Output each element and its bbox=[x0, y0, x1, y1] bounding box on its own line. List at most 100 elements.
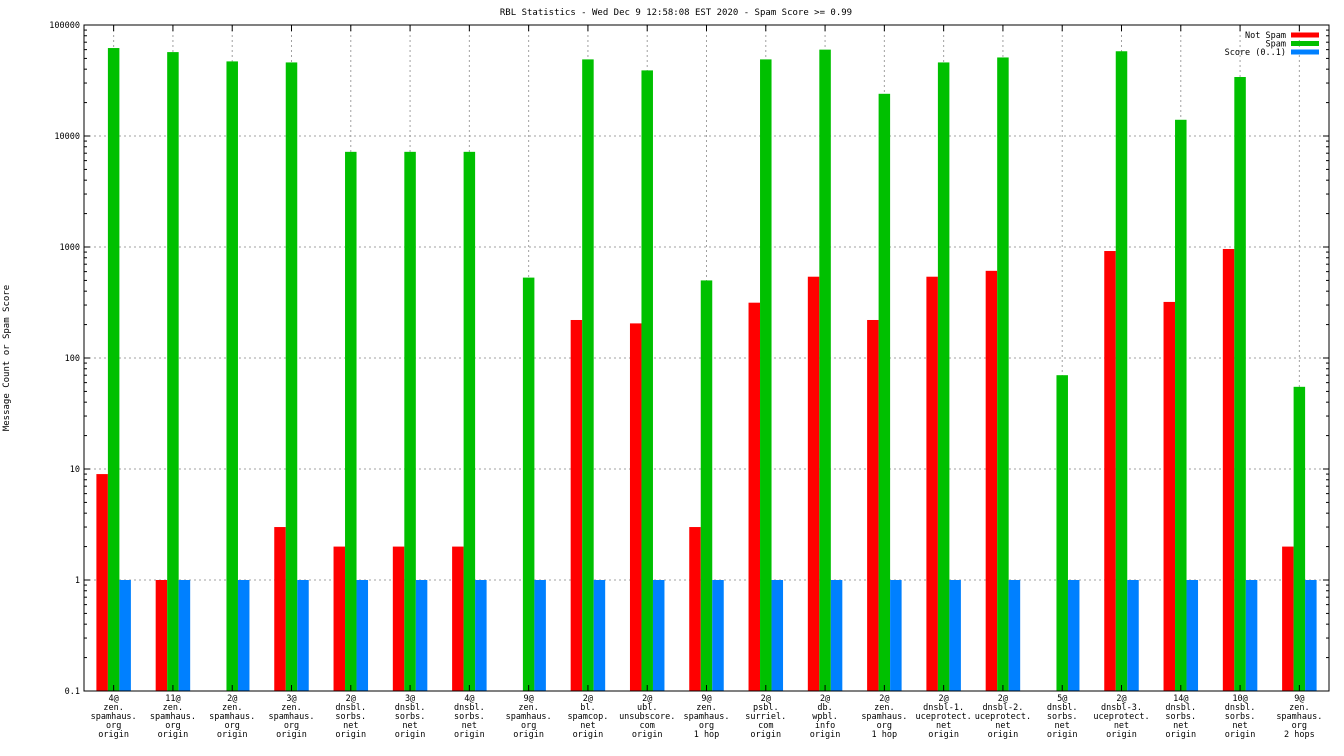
bar-not-spam bbox=[333, 546, 346, 691]
plot-border bbox=[83, 24, 1330, 692]
bar-spam bbox=[1293, 386, 1306, 691]
bar-score-0-1 bbox=[534, 580, 546, 691]
bar-not-spam bbox=[1282, 546, 1294, 691]
bars bbox=[96, 48, 1317, 692]
bar-spam bbox=[937, 62, 950, 691]
bar-not-spam bbox=[155, 580, 168, 691]
bar-score-0-1 bbox=[178, 580, 191, 691]
bar-spam bbox=[1056, 375, 1068, 691]
bar-score-0-1 bbox=[237, 580, 250, 691]
x-tick-label: 2@ db. wpbl. info origin bbox=[810, 694, 841, 740]
bar-spam bbox=[107, 48, 120, 692]
bar-not-spam bbox=[1222, 248, 1235, 691]
x-tick-label: 2@ ubl. unsubscore. com origin bbox=[619, 694, 675, 740]
y-tick-label: 1000 bbox=[60, 243, 80, 253]
bar-not-spam bbox=[570, 319, 583, 691]
bar-not-spam bbox=[1163, 301, 1176, 691]
bar-score-0-1 bbox=[1186, 580, 1199, 691]
bar-not-spam bbox=[867, 319, 879, 691]
bar-score-0-1 bbox=[712, 580, 724, 691]
x-tick-label: 4@ dnsbl. sorbs. net origin bbox=[454, 694, 485, 740]
bar-score-0-1 bbox=[1245, 580, 1258, 691]
legend-label: Spam bbox=[1266, 40, 1286, 50]
bar-spam bbox=[522, 277, 535, 691]
bar-spam bbox=[760, 59, 772, 691]
bar-score-0-1 bbox=[771, 580, 784, 691]
chart-title: RBL Statistics - Wed Dec 9 12:58:08 EST … bbox=[500, 8, 852, 18]
bar-score-0-1 bbox=[1067, 580, 1080, 691]
bar-score-0-1 bbox=[1008, 580, 1021, 691]
bar-spam bbox=[285, 62, 298, 691]
x-tick-label: 9@ zen. spamhaus. org 1 hop bbox=[683, 694, 729, 740]
x-tick-label: 2@ zen. spamhaus. org 1 hop bbox=[861, 694, 907, 740]
bar-score-0-1 bbox=[475, 580, 487, 691]
bar-not-spam bbox=[926, 276, 938, 691]
x-tick-label: 9@ zen. spamhaus. org 2 hops bbox=[1276, 694, 1322, 740]
bar-score-0-1 bbox=[297, 580, 309, 691]
bar-not-spam bbox=[1104, 251, 1116, 692]
y-tick-label: 10000 bbox=[54, 132, 80, 142]
bar-score-0-1 bbox=[356, 580, 369, 691]
x-tick-label: 2@ dnsbl-3. uceprotect. net origin bbox=[1093, 694, 1149, 740]
bar-spam bbox=[997, 57, 1009, 691]
y-tick-label: 100000 bbox=[49, 21, 80, 31]
bar-not-spam bbox=[96, 474, 108, 691]
bar-spam bbox=[641, 70, 653, 691]
bar-score-0-1 bbox=[415, 580, 428, 691]
legend-label: Not Spam bbox=[1245, 31, 1286, 41]
x-tick-label: 11@ zen. spamhaus. org origin bbox=[150, 694, 196, 740]
bar-spam bbox=[404, 151, 416, 692]
y-tick-label: 10 bbox=[70, 465, 80, 475]
y-tick-label: 100 bbox=[65, 354, 80, 364]
bar-score-0-1 bbox=[119, 580, 131, 691]
y-tick-label: 0.1 bbox=[65, 687, 80, 697]
bar-score-0-1 bbox=[593, 580, 606, 691]
bar-spam bbox=[1115, 51, 1128, 691]
x-tick-label: 2@ psbl. surriel. com origin bbox=[745, 694, 786, 740]
y-tick-labels: 0.1 1 10 100 1000 10000 100000 bbox=[49, 21, 80, 697]
bar-not-spam bbox=[629, 323, 642, 691]
x-tick-label: 4@ zen. spamhaus. org origin bbox=[91, 694, 137, 740]
bar-not-spam bbox=[748, 302, 761, 691]
bar-spam bbox=[345, 151, 357, 692]
axes bbox=[83, 24, 1330, 692]
bar-spam bbox=[226, 61, 238, 691]
y-tick-label: 1 bbox=[75, 576, 80, 586]
bar-not-spam bbox=[985, 270, 998, 691]
bar-score-0-1 bbox=[1127, 580, 1139, 691]
bar-not-spam bbox=[689, 527, 701, 691]
legend-swatch bbox=[1291, 49, 1319, 55]
x-tick-label: 14@ dnsbl. sorbs. net origin bbox=[1165, 694, 1196, 740]
y-axis-label: Message Count or Spam Score bbox=[2, 285, 12, 431]
bar-spam bbox=[167, 52, 179, 691]
bar-spam bbox=[700, 280, 713, 691]
bar-not-spam bbox=[807, 276, 820, 691]
bar-score-0-1 bbox=[949, 580, 961, 691]
x-tick-label: 10@ dnsbl. sorbs. net origin bbox=[1225, 694, 1256, 740]
x-tick-label: 2@ dnsbl. sorbs. net origin bbox=[335, 694, 366, 740]
legend-swatch bbox=[1291, 41, 1319, 46]
legend-swatch bbox=[1291, 32, 1319, 38]
x-tick-label: 2@ dnsbl-1. uceprotect. net origin bbox=[915, 694, 971, 740]
x-tick-label: 2@ dnsbl-2. uceprotect. net origin bbox=[975, 694, 1031, 740]
bar-score-0-1 bbox=[890, 580, 902, 691]
bar-not-spam bbox=[274, 527, 286, 691]
x-tick-labels: 4@ zen. spamhaus. org origin 11@ zen. spamhaus.… bbox=[91, 694, 1323, 740]
bar-score-0-1 bbox=[1305, 580, 1317, 691]
legend-label: Score (0..1) bbox=[1225, 48, 1286, 58]
x-tick-label: 3@ dnsbl. sorbs. net origin bbox=[395, 694, 426, 740]
x-tick-label: 9@ zen. spamhaus. org origin bbox=[506, 694, 552, 740]
bar-spam bbox=[1175, 119, 1187, 691]
bar-not-spam bbox=[452, 546, 464, 691]
bar-score-0-1 bbox=[652, 580, 665, 691]
x-tick-label: 2@ zen. spamhaus. org origin bbox=[209, 694, 255, 740]
bar-score-0-1 bbox=[830, 580, 843, 691]
bar-not-spam bbox=[392, 546, 405, 691]
bar-spam bbox=[582, 59, 594, 691]
bar-spam bbox=[819, 49, 831, 692]
x-tick-label: 3@ zen. spamhaus. org origin bbox=[268, 694, 314, 740]
x-tick-label: 2@ bl. spamcop. net origin bbox=[567, 694, 608, 740]
bar-spam bbox=[1234, 77, 1246, 691]
